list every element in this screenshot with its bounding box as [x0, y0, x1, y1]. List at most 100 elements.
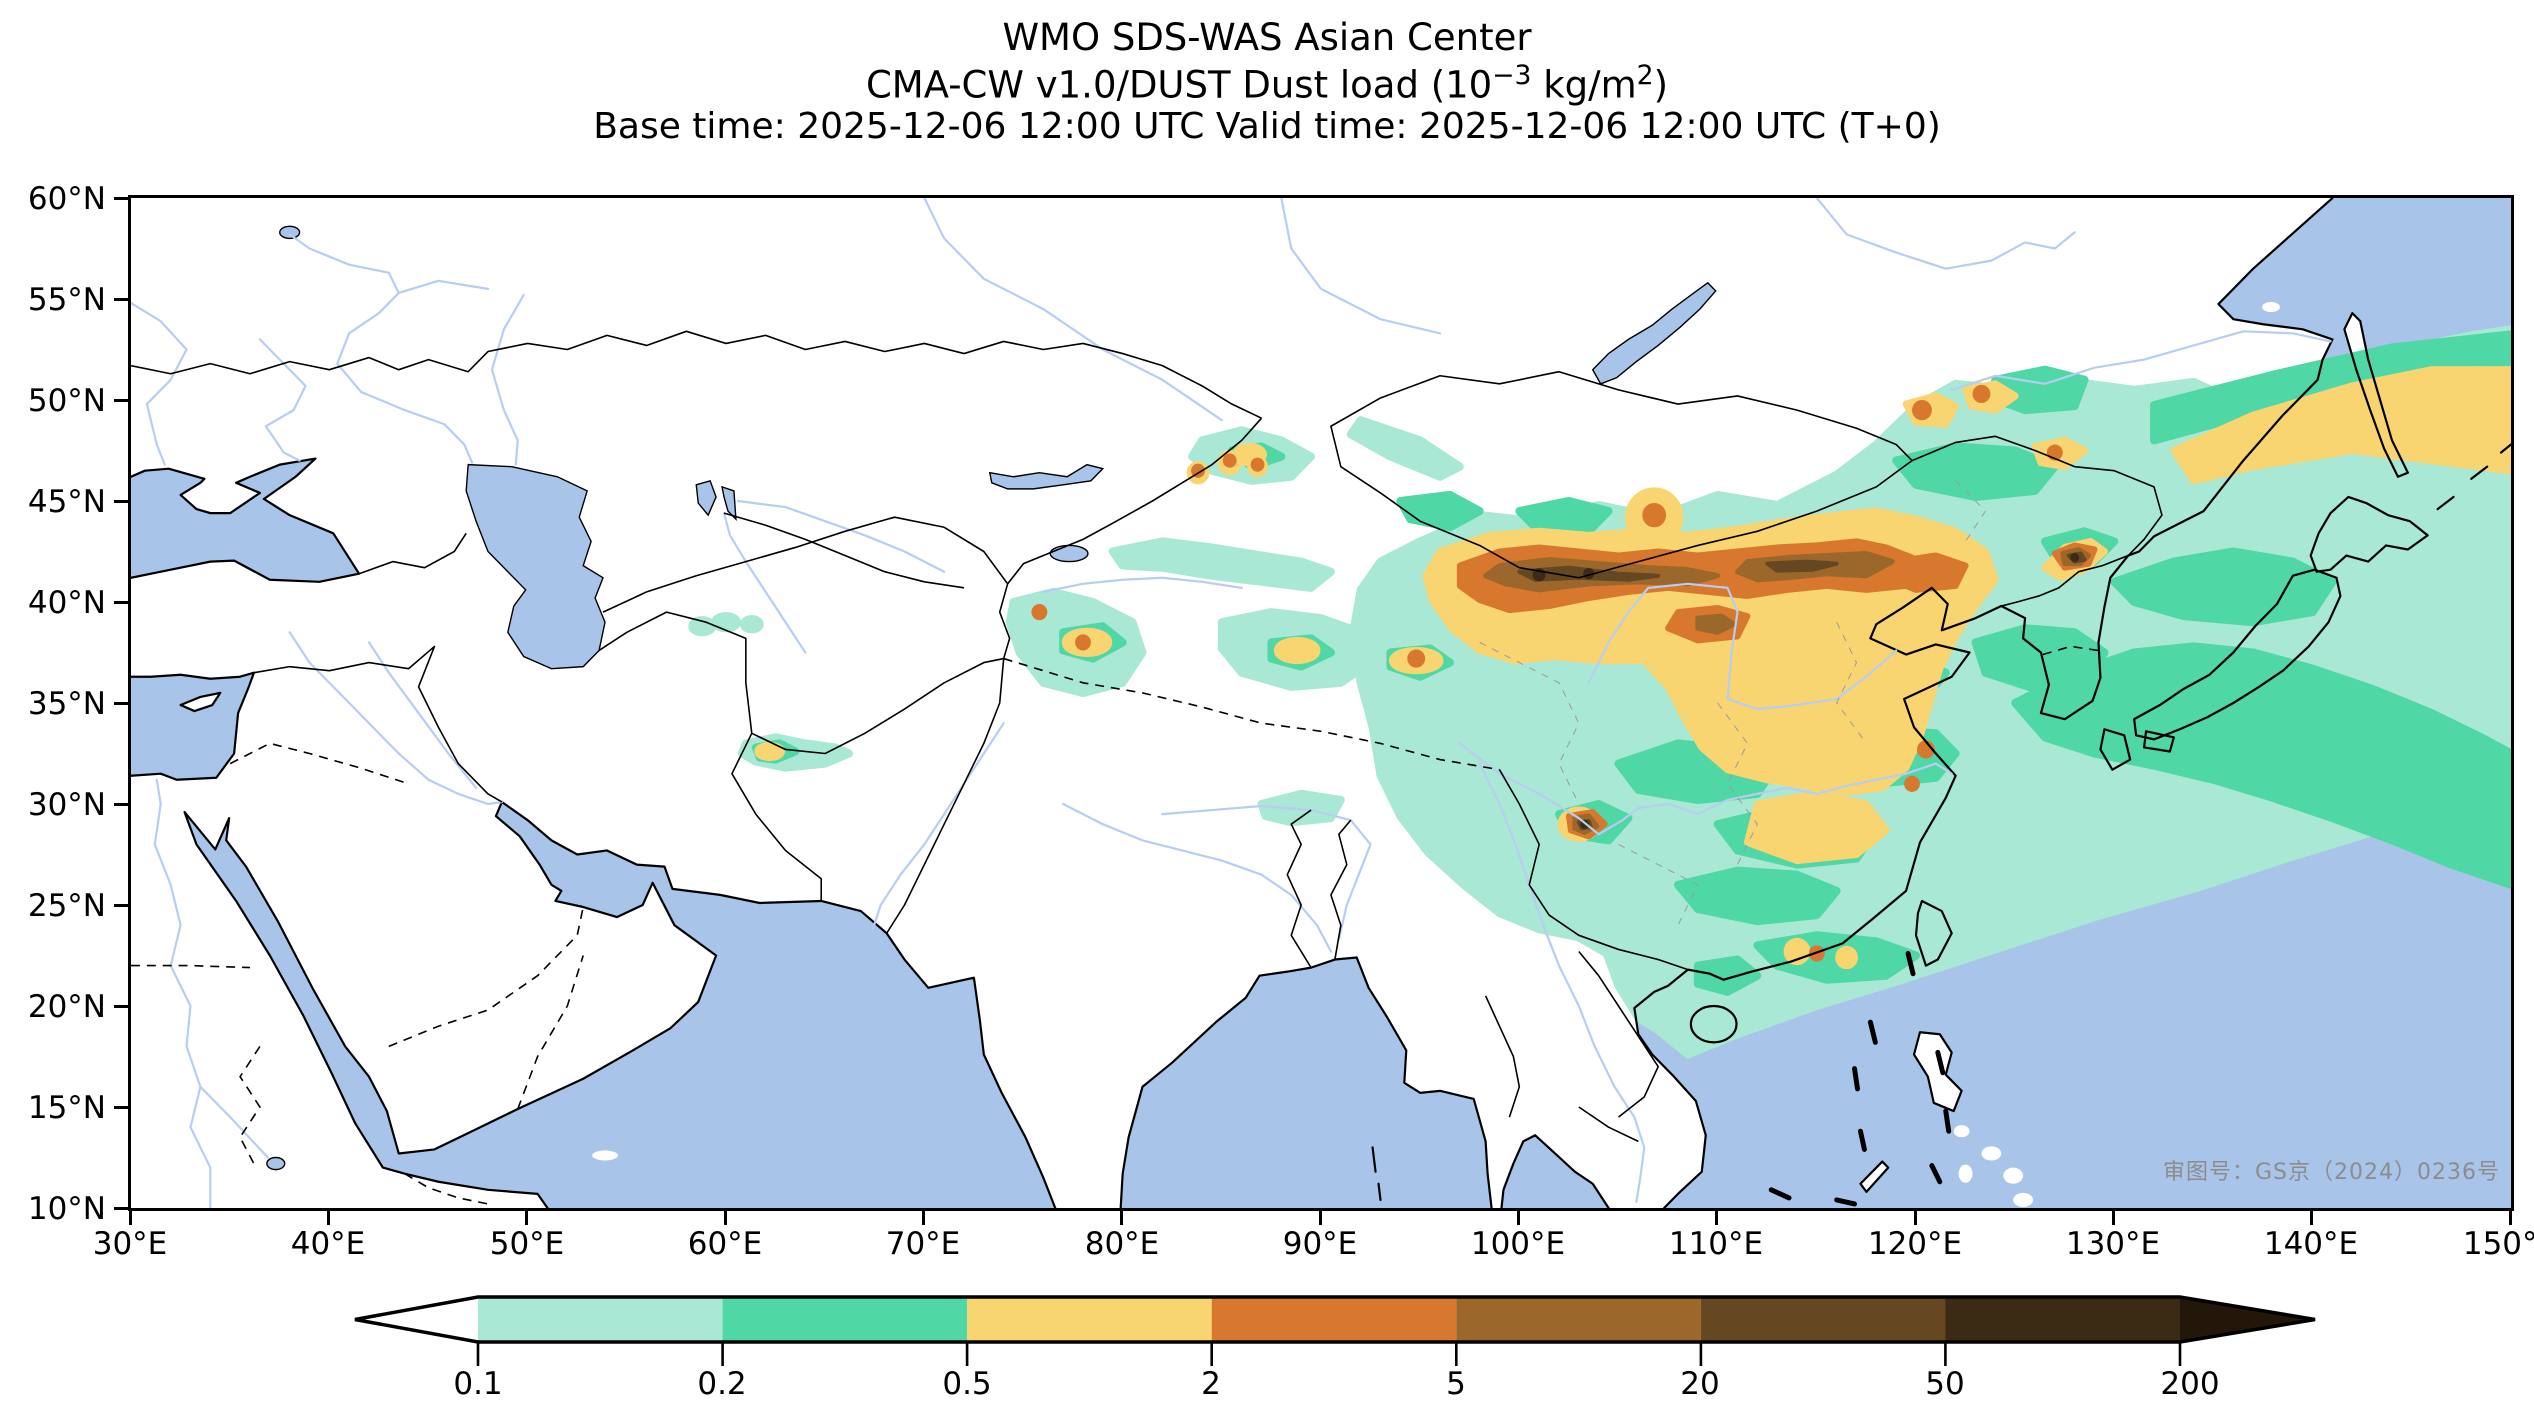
- x-tick: [724, 1210, 727, 1225]
- philippine-island: [1958, 1164, 1973, 1183]
- dust-level1-tibet-spot2: [1396, 769, 1474, 813]
- shantar-island: [2262, 302, 2280, 313]
- yenisei-river: [1280, 198, 1442, 335]
- cambodia-border: [1578, 1106, 1639, 1143]
- y-tick: [114, 1005, 129, 1008]
- colorbar-level-label: 5: [1446, 1366, 1466, 1402]
- colorbar-level-label: 2: [1201, 1366, 1221, 1402]
- y-tick: [114, 904, 129, 907]
- x-tick-label: 40°E: [290, 1226, 366, 1262]
- colorbar-segment-0.2-0.5: [722, 1297, 968, 1342]
- ganges-river: [1062, 802, 1333, 953]
- colorbar-segment-0.1-0.2: [478, 1297, 723, 1342]
- dust-level3-yangtze-mid: [1743, 790, 1890, 865]
- bangladesh-border: [1286, 809, 1352, 969]
- dust-level4-dot: [1904, 775, 1920, 792]
- dust-level2-south-china: [1674, 866, 1841, 926]
- y-tick-label: 10°N: [27, 1191, 106, 1227]
- x-tick: [1715, 1210, 1718, 1225]
- hainan-coastline: [1689, 1004, 1738, 1044]
- y-tick-label: 35°N: [27, 686, 106, 722]
- x-tick-label: 130°E: [2065, 1226, 2161, 1262]
- dust-level2-northeast-china: [1892, 442, 2059, 501]
- x-tick: [327, 1210, 330, 1225]
- yangtze-river: [1458, 742, 1953, 836]
- x-tick: [1914, 1210, 1917, 1225]
- egypt-sudan-border: [131, 964, 251, 969]
- island-coastlines: [179, 312, 2429, 1193]
- dust-level4-liaoning: [1883, 552, 1969, 593]
- borders-group: [131, 330, 2163, 1205]
- philippine-island: [2003, 1167, 2024, 1184]
- luzon-island: [1914, 1032, 1962, 1112]
- caucasus-border: [358, 532, 467, 575]
- y-tick: [114, 298, 129, 301]
- cyprus-island: [180, 692, 221, 712]
- dust-level1-turkmen-speck: [711, 612, 741, 633]
- saudi-yemen-oman-border: [388, 906, 584, 1048]
- philippine-island: [1953, 1125, 1970, 1138]
- x-tick: [1517, 1210, 1520, 1225]
- nile-river: [153, 778, 269, 1208]
- china-province-line: [1836, 621, 1867, 744]
- india-pakistan-border: [885, 658, 1005, 934]
- dust-level3-coastal-speck: [1783, 937, 1811, 966]
- x-tick-label: 90°E: [1282, 1226, 1358, 1262]
- mongolia-border: [1330, 370, 1913, 579]
- china-west-border: [998, 417, 1263, 659]
- dust-level4-dot: [1075, 634, 1091, 651]
- colorbar-level-label: 50: [1925, 1366, 1965, 1402]
- lena-river: [1815, 198, 2076, 270]
- y-tick: [114, 500, 129, 503]
- dnieper-river: [131, 301, 188, 466]
- y-tick-label: 60°N: [27, 181, 106, 217]
- x-tick-label: 50°E: [489, 1226, 565, 1262]
- iran-east-border: [598, 611, 822, 901]
- dust-level2-japan-sea: [2110, 547, 2337, 627]
- x-tick: [129, 1210, 132, 1225]
- subtitle-units: kg/m: [1531, 63, 1637, 107]
- x-tick-label: 110°E: [1668, 1226, 1764, 1262]
- base-valid-time-line: Base time: 2025-12-06 12:00 UTC Valid ti…: [593, 106, 1941, 147]
- dust-level4-dot: [1912, 399, 1932, 421]
- dust-level2-pacific-band: [2011, 642, 2511, 889]
- dust-level2-yellow-sea: [1971, 624, 2109, 693]
- y-tick: [114, 399, 129, 402]
- central-asia-border1: [602, 516, 1009, 613]
- x-tick: [2310, 1210, 2313, 1225]
- china-province-line: [1955, 480, 1987, 542]
- y-tick: [114, 1207, 129, 1210]
- colorbar: [354, 1295, 2316, 1366]
- palawan-island: [1860, 1161, 1889, 1192]
- colorbar-segment-0.5-2: [967, 1297, 1212, 1342]
- colorbar-level-label: 0.1: [453, 1366, 503, 1402]
- dust-level1-tibet-spot: [1257, 789, 1345, 827]
- china-indochina-border: [1498, 769, 1689, 971]
- y-tick-label: 50°N: [27, 383, 106, 419]
- china-province-line: [1717, 702, 1758, 865]
- colorbar-level-label: 20: [1680, 1366, 1720, 1402]
- y-tick-label: 30°N: [27, 787, 106, 823]
- x-tick: [1319, 1210, 1322, 1225]
- afghanistan-pakistan-border: [751, 657, 1004, 755]
- squared-superscript: 2: [1636, 60, 1654, 91]
- exponent-superscript: −3: [1492, 60, 1532, 91]
- map-review-number-watermark: 审图号：GS京（2024）0236号: [2163, 1160, 2500, 1185]
- subtitle-close-paren: ): [1653, 63, 1669, 107]
- dust-level3-coastal-speck: [1835, 945, 1858, 970]
- x-tick-label: 70°E: [885, 1226, 961, 1262]
- map-svg: [131, 198, 2511, 1208]
- syr-darya-river: [736, 499, 946, 573]
- province-lines-group: [1479, 480, 1987, 926]
- philippine-island: [1981, 1146, 2002, 1161]
- colorbar-level-label: 200: [2160, 1366, 2220, 1402]
- philippine-island: [2013, 1192, 2034, 1207]
- caspian-sea: [465, 463, 606, 670]
- lake-balkhash: [988, 463, 1105, 490]
- dust-level3-afghan-core: [754, 741, 786, 762]
- dust-level2-okhotsk-strip: [2150, 330, 2511, 445]
- y-tick-label: 45°N: [27, 484, 106, 520]
- turkey-iran-border: [253, 645, 503, 803]
- dust-level2-mongolia-patch2: [1396, 490, 1484, 532]
- colorbar-segment-5-20: [1456, 1297, 1701, 1342]
